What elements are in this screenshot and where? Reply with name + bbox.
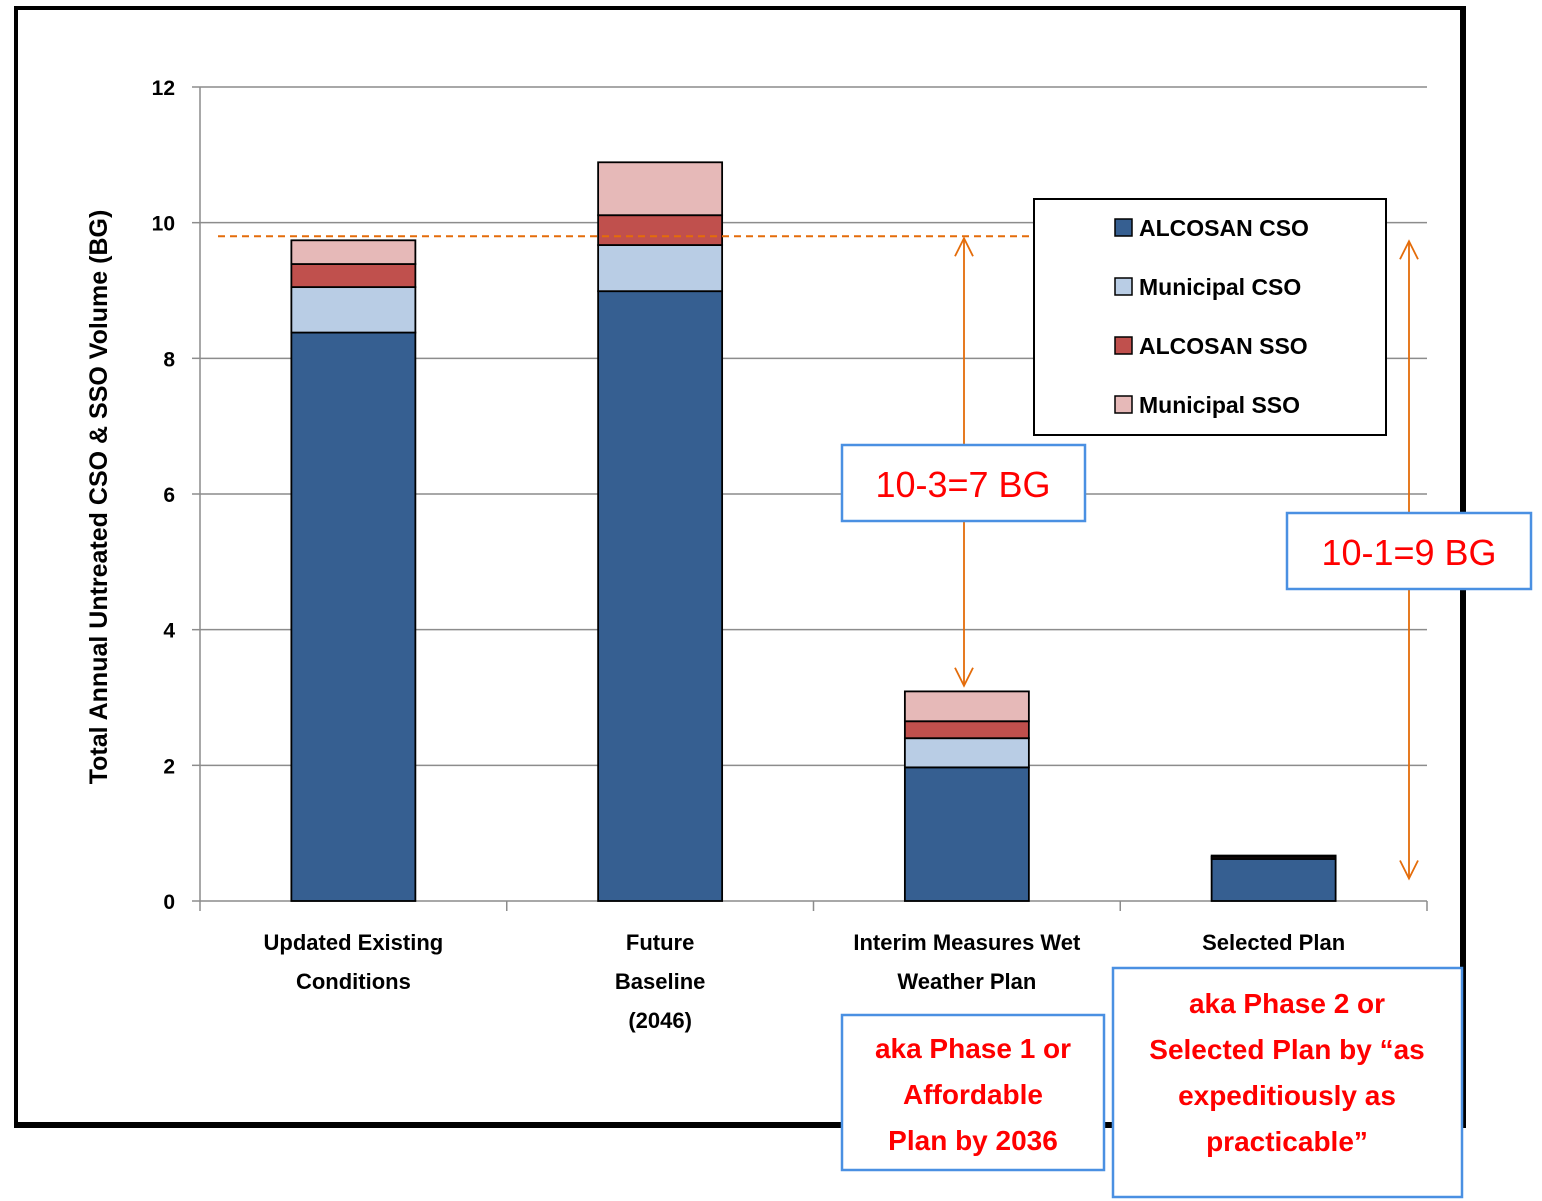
- note-text: aka Phase 1 or: [875, 1033, 1071, 1064]
- note-text: Plan by 2036: [888, 1125, 1058, 1156]
- bar-segment: [903, 766, 1030, 902]
- legend-swatch: [1114, 395, 1133, 414]
- note-text: aka Phase 2 or: [1189, 988, 1385, 1019]
- legend-label: ALCOSAN CSO: [1139, 215, 1309, 241]
- note-box: [1111, 966, 1464, 1199]
- labels: 0 2 4 6 8 10 12 Total Annual Untreated CSO & SS…: [85, 77, 1345, 1033]
- bar-segment: [903, 737, 1030, 769]
- y-tick-label: 4: [163, 620, 175, 643]
- bar-segment: [290, 331, 417, 902]
- y-tick-label: 6: [163, 484, 175, 507]
- bar-segment: [903, 690, 1030, 723]
- arrow-head-down: [954, 667, 974, 688]
- annotations: 10-3=7 BG 10-1=9 BG aka Phase 1 or Affordab…: [840, 236, 1533, 1199]
- y-tick-label: 10: [152, 213, 175, 236]
- x-category-label: Selected Plan: [1202, 930, 1345, 955]
- note-text: Affordable: [903, 1079, 1043, 1110]
- legend-box: [1033, 198, 1387, 436]
- note-text: expeditiously as: [1178, 1080, 1396, 1111]
- callout-box: [1285, 511, 1533, 591]
- arrow-head-down: [1399, 860, 1419, 881]
- x-category-label: Updated Existing: [264, 930, 444, 955]
- y-tick-label: 0: [163, 891, 175, 914]
- bar-segment: [597, 214, 724, 246]
- arrow-head-up: [954, 236, 974, 257]
- bar-segment: [1210, 854, 1337, 858]
- legend-label: Municipal CSO: [1139, 274, 1301, 300]
- y-tick-label: 8: [163, 348, 175, 371]
- legend-swatch: [1114, 336, 1133, 355]
- bar-segment: [903, 720, 1030, 740]
- x-category-label: Future: [626, 930, 694, 955]
- x-category-label: Baseline: [615, 969, 706, 994]
- legend-label: ALCOSAN SSO: [1139, 333, 1308, 359]
- x-category-label: Interim Measures Wet: [853, 930, 1081, 955]
- x-category-label: Conditions: [296, 969, 411, 994]
- callout-text: 10-3=7 BG: [875, 464, 1050, 505]
- bar-segment: [597, 244, 724, 293]
- bar-segment: [597, 161, 724, 217]
- legend-swatch: [1114, 218, 1133, 237]
- bar-segment: [597, 290, 724, 902]
- bars: [290, 161, 1337, 902]
- bar-segment: [1210, 858, 1337, 902]
- legend-swatch: [1114, 277, 1133, 296]
- legend: ALCOSAN CSO Municipal CSO ALCOSAN SSO Munic…: [1033, 198, 1387, 436]
- note-text: practicable”: [1206, 1126, 1368, 1157]
- legend-label: Municipal SSO: [1139, 392, 1300, 418]
- bar-segment: [290, 263, 417, 289]
- bar-segment: [290, 286, 417, 334]
- note-box: [840, 1013, 1106, 1172]
- bar-segment: [290, 239, 417, 265]
- arrow-head-up: [1399, 239, 1419, 260]
- note-text: Selected Plan by “as: [1149, 1034, 1424, 1065]
- callout-box: [840, 443, 1087, 523]
- x-category-label: Weather Plan: [897, 969, 1036, 994]
- y-tick-label: 2: [163, 755, 175, 778]
- callout-text: 10-1=9 BG: [1321, 532, 1496, 573]
- x-category-label: (2046): [628, 1008, 692, 1033]
- y-axis-title: Total Annual Untreated CSO & SSO Volume …: [85, 210, 113, 785]
- y-tick-label: 12: [152, 77, 175, 100]
